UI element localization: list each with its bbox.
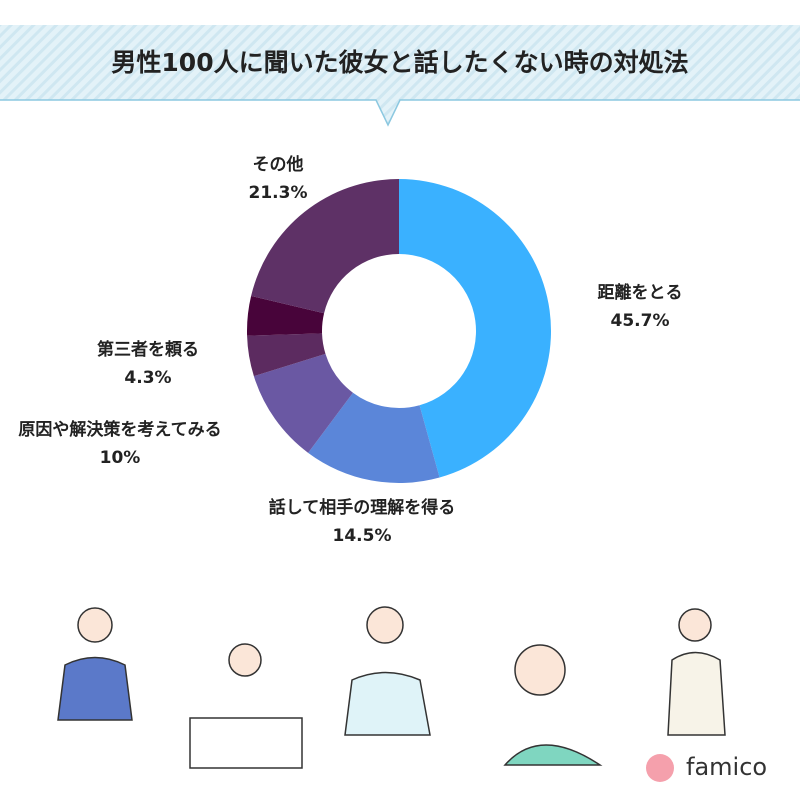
donut-slice xyxy=(253,353,353,453)
slice-value: 4.3% xyxy=(124,368,171,388)
logo-text: famico xyxy=(686,753,767,781)
chart-title: 男性100人に聞いた彼女と話したくない時の対処法 xyxy=(111,48,688,77)
slice-label: 話して相手の理解を得る xyxy=(269,497,456,518)
slice-value: 10% xyxy=(100,448,141,468)
slice-label: 原因や解決策を考えてみる xyxy=(18,419,221,440)
slice-label: 距離をとる xyxy=(598,282,683,303)
donut-slice xyxy=(247,333,326,377)
slice-value: 21.3% xyxy=(249,183,308,203)
slice-value: 45.7% xyxy=(611,311,670,331)
slice-label: 第三者を頼る xyxy=(97,339,199,360)
donut-slice xyxy=(399,179,551,478)
donut-slice xyxy=(247,295,325,336)
banner-edge xyxy=(0,99,800,127)
slice-label: その他 xyxy=(253,154,304,175)
donut-slice xyxy=(251,179,399,314)
logo-icon xyxy=(646,754,674,782)
illustrations xyxy=(57,606,726,769)
donut-slice xyxy=(308,392,440,483)
donut-chart: 距離をとる 45.7% 話して相手の理解を得る 14.5% 原因や解決策を考えてみる 10… xyxy=(18,154,682,546)
slice-value: 14.5% xyxy=(333,526,392,546)
